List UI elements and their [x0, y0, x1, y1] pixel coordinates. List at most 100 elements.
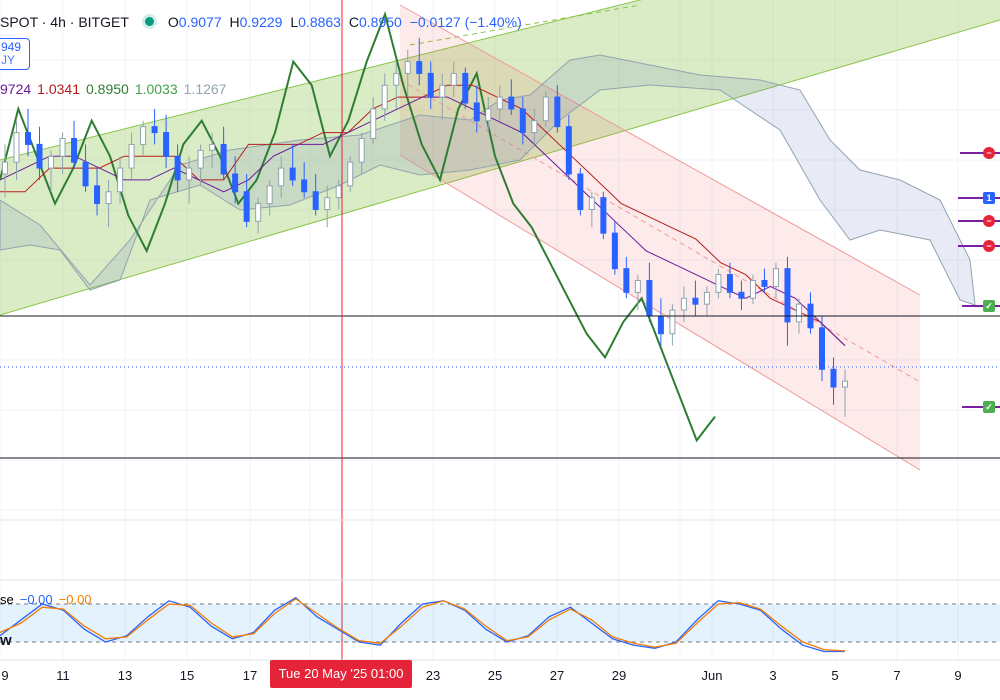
stoch-d-value: −0.00: [58, 592, 92, 607]
candle: [450, 72, 457, 86]
x-tick-label: 7: [893, 668, 901, 683]
candle: [25, 132, 32, 145]
ichimoku-value-3: 0.8950: [85, 81, 129, 97]
purple-line: [0, 96, 846, 346]
candle: [335, 185, 342, 199]
candle: [13, 132, 20, 163]
x-tick-label: 23: [425, 668, 441, 683]
close-label: C: [348, 14, 359, 30]
candle: [542, 96, 549, 122]
candle: [784, 268, 791, 323]
x-tick-label: 17: [242, 668, 258, 683]
high-value: 0.9229: [239, 14, 283, 30]
candle: [163, 132, 170, 157]
candle: [646, 280, 653, 317]
falling-channel: [400, 5, 920, 470]
x-tick-label: 15: [179, 668, 195, 683]
stoch-k-value: −0.00: [19, 592, 53, 607]
candle: [358, 138, 365, 163]
candle: [772, 268, 779, 287]
x-tick-label: 13: [117, 668, 133, 683]
symbol-label[interactable]: SPOT · 4h · BITGET: [0, 14, 129, 30]
marker-line-5: [962, 305, 1000, 307]
candle: [842, 380, 848, 388]
candle: [36, 143, 43, 169]
candle: [94, 185, 101, 205]
candle: [82, 161, 89, 187]
candle: [186, 167, 193, 181]
minus-icon[interactable]: −: [983, 240, 995, 252]
candle: [749, 280, 756, 299]
ichimoku-value-1: 9724: [0, 81, 32, 97]
candle: [381, 84, 388, 110]
chart-header: SPOT · 4h · BITGET O0.9077 H0.9229 L0.886…: [0, 14, 522, 30]
candle: [496, 96, 503, 110]
candle: [795, 303, 802, 323]
price-box[interactable]: 949 JY: [0, 38, 30, 70]
stoch-legend[interactable]: se −0.00 −0.00: [0, 592, 92, 607]
check-icon[interactable]: ✓: [983, 401, 995, 413]
candle: [600, 197, 607, 234]
candle: [278, 167, 285, 187]
marker-line-2: [958, 197, 1000, 199]
close-value: 0.8950: [358, 14, 402, 30]
stoch-k-line: [0, 596, 845, 653]
candle: [519, 108, 526, 134]
candle: [174, 155, 181, 181]
x-tick-label: 9: [954, 668, 962, 683]
x-tick-label: 29: [611, 668, 627, 683]
candle: [140, 126, 147, 145]
candle: [324, 197, 331, 211]
candle: [370, 108, 377, 139]
candle: [197, 149, 204, 169]
time-flag: Tue 20 May '25 01:00: [270, 660, 412, 688]
candle: [634, 280, 641, 293]
candle: [266, 185, 273, 205]
falling-channel-bottom: [399, 154, 921, 471]
candle: [404, 61, 411, 74]
candle: [393, 72, 400, 86]
candle: [715, 274, 722, 293]
x-tick-label: 9: [1, 668, 9, 683]
candle: [485, 108, 492, 122]
candle: [830, 368, 837, 388]
candle: [680, 297, 687, 311]
minus-icon[interactable]: −: [983, 147, 995, 159]
candle: [312, 191, 319, 210]
low-label: L: [290, 14, 299, 30]
candles: [2, 37, 848, 417]
x-tick-label: 25: [487, 668, 503, 683]
candle: [243, 191, 250, 222]
candle: [669, 309, 676, 335]
candle: [554, 96, 561, 128]
candle: [2, 161, 8, 175]
change-value: −0.0127 (−1.40%): [409, 14, 522, 30]
stoch-d-line: [0, 598, 846, 652]
candle: [301, 179, 308, 193]
minus-icon[interactable]: −: [983, 215, 995, 227]
candle: [623, 268, 630, 293]
osc-label: w: [0, 632, 12, 649]
x-tick-label: 11: [56, 668, 70, 683]
candle: [588, 197, 595, 211]
x-tick-label: Jun: [701, 668, 723, 683]
candle: [761, 280, 768, 287]
candle: [289, 167, 296, 181]
ichimoku-legend[interactable]: 9724 1.0341 0.8950 1.0033 1.1267: [0, 80, 237, 98]
price-box-value: 949: [1, 40, 22, 54]
candle: [473, 102, 480, 122]
candle: [347, 161, 354, 187]
candle: [738, 291, 745, 299]
candle: [128, 143, 135, 169]
candle: [105, 191, 112, 205]
ichimoku-value-5: 1.1267: [183, 81, 227, 97]
low-value: 0.8863: [298, 14, 341, 30]
check-icon[interactable]: ✓: [983, 300, 995, 312]
candle: [703, 291, 710, 305]
high-label: H: [229, 14, 240, 30]
info-icon[interactable]: 1: [983, 192, 995, 204]
candle: [508, 96, 515, 110]
candle: [462, 72, 469, 104]
market-status-dot: [144, 17, 154, 26]
